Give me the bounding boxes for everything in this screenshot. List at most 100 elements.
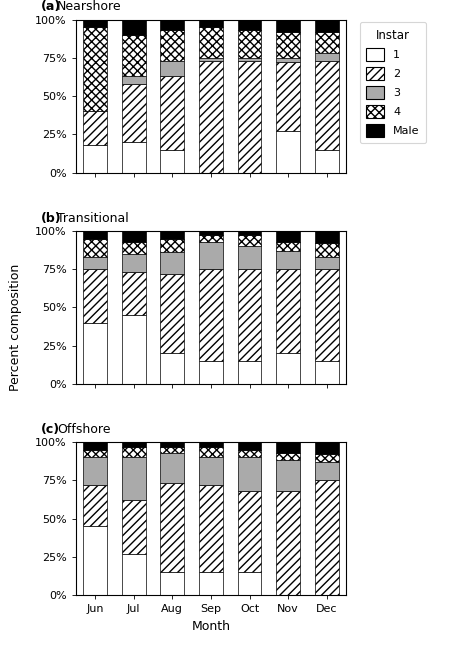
- Bar: [237, 235, 262, 246]
- Bar: [122, 254, 146, 272]
- Bar: [122, 84, 146, 142]
- Bar: [83, 322, 107, 384]
- Bar: [276, 269, 300, 353]
- Text: (b): (b): [41, 212, 61, 225]
- Bar: [122, 272, 146, 315]
- Bar: [237, 58, 262, 61]
- Bar: [122, 315, 146, 384]
- Bar: [199, 20, 223, 27]
- Bar: [315, 455, 339, 462]
- Bar: [276, 442, 300, 453]
- Bar: [199, 27, 223, 58]
- Bar: [237, 491, 262, 572]
- Bar: [122, 142, 146, 173]
- Bar: [160, 353, 184, 384]
- Text: Offshore: Offshore: [57, 423, 110, 436]
- Bar: [237, 457, 262, 491]
- Bar: [315, 231, 339, 243]
- Bar: [83, 457, 107, 485]
- Bar: [315, 20, 339, 32]
- X-axis label: Month: Month: [191, 620, 230, 632]
- Bar: [276, 58, 300, 63]
- Bar: [83, 239, 107, 257]
- Bar: [122, 554, 146, 595]
- Bar: [315, 150, 339, 173]
- Bar: [199, 61, 223, 173]
- Bar: [122, 20, 146, 35]
- Bar: [122, 500, 146, 554]
- Bar: [160, 239, 184, 252]
- Bar: [276, 32, 300, 58]
- Bar: [237, 269, 262, 361]
- Bar: [83, 269, 107, 322]
- Bar: [237, 450, 262, 457]
- Bar: [83, 485, 107, 526]
- Bar: [315, 462, 339, 480]
- Bar: [160, 61, 184, 77]
- Bar: [160, 483, 184, 572]
- Legend: 1, 2, 3, 4, Male: 1, 2, 3, 4, Male: [360, 22, 426, 143]
- Bar: [199, 269, 223, 361]
- Bar: [276, 63, 300, 131]
- Bar: [276, 491, 300, 595]
- Bar: [122, 447, 146, 457]
- Bar: [83, 145, 107, 173]
- Bar: [199, 485, 223, 572]
- Bar: [160, 252, 184, 274]
- Bar: [199, 361, 223, 384]
- Bar: [237, 361, 262, 384]
- Bar: [237, 61, 262, 173]
- Bar: [199, 447, 223, 457]
- Bar: [276, 460, 300, 491]
- Bar: [122, 77, 146, 84]
- Bar: [83, 526, 107, 595]
- Bar: [199, 457, 223, 485]
- Bar: [83, 27, 107, 111]
- Bar: [122, 241, 146, 254]
- Bar: [237, 20, 262, 30]
- Bar: [276, 353, 300, 384]
- Bar: [237, 30, 262, 58]
- Bar: [160, 447, 184, 453]
- Text: Transitional: Transitional: [57, 212, 128, 225]
- Bar: [160, 30, 184, 61]
- Bar: [276, 250, 300, 269]
- Bar: [315, 442, 339, 455]
- Bar: [237, 442, 262, 450]
- Bar: [276, 241, 300, 250]
- Bar: [83, 257, 107, 269]
- Bar: [160, 77, 184, 150]
- Bar: [160, 231, 184, 239]
- Bar: [122, 442, 146, 447]
- Bar: [199, 241, 223, 269]
- Bar: [83, 442, 107, 450]
- Bar: [276, 453, 300, 460]
- Bar: [83, 111, 107, 145]
- Bar: [160, 453, 184, 483]
- Bar: [315, 32, 339, 53]
- Bar: [199, 572, 223, 595]
- Bar: [83, 20, 107, 27]
- Bar: [315, 269, 339, 361]
- Bar: [199, 235, 223, 241]
- Bar: [315, 480, 339, 595]
- Bar: [160, 20, 184, 30]
- Bar: [237, 246, 262, 269]
- Bar: [315, 61, 339, 150]
- Bar: [83, 450, 107, 457]
- Bar: [83, 231, 107, 239]
- Bar: [122, 457, 146, 500]
- Bar: [160, 442, 184, 447]
- Bar: [315, 257, 339, 269]
- Bar: [315, 361, 339, 384]
- Bar: [237, 231, 262, 235]
- Bar: [160, 572, 184, 595]
- Bar: [160, 150, 184, 173]
- Bar: [122, 231, 146, 241]
- Bar: [122, 35, 146, 77]
- Bar: [199, 231, 223, 235]
- Bar: [315, 243, 339, 257]
- Bar: [276, 20, 300, 32]
- Bar: [237, 572, 262, 595]
- Text: Nearshore: Nearshore: [57, 1, 121, 14]
